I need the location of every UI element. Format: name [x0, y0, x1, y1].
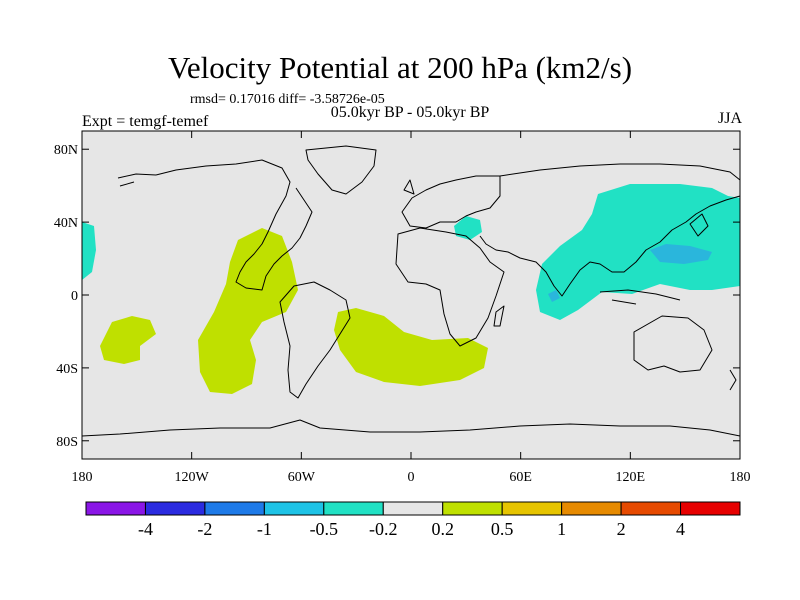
latitude-label: 40S: [56, 362, 78, 377]
longitude-label: 60E: [509, 470, 532, 485]
coast-antarctica: [81, 419, 741, 437]
longitude-label: 0: [408, 470, 415, 485]
coast-alaska: [117, 173, 157, 187]
colorbar: [85, 501, 741, 516]
coast-australia: [633, 315, 713, 373]
latitude-labels: 80N 40N 0 40S 80S: [54, 143, 78, 450]
positive-region-americas: [198, 228, 298, 394]
coast-japan: [689, 213, 709, 237]
colorbar-label: -1: [257, 519, 272, 539]
colorbar-label: 0.2: [431, 519, 454, 539]
latitude-label: 40N: [54, 216, 78, 231]
longitude-label: 60W: [288, 470, 316, 485]
map-title: Velocity Potential at 200 hPa (km2/s): [167, 50, 633, 85]
negative-region-west-edge: [82, 222, 96, 280]
colorbar-box: [144, 501, 206, 516]
colorbar-labels: -4 -2 -1 -0.5 -0.2 0.2 0.5 1 2 4: [138, 519, 685, 539]
latitude-label: 80S: [56, 435, 78, 450]
colorbar-box: [561, 501, 622, 516]
colorbar-box: [382, 501, 444, 516]
latitude-label: 80N: [54, 143, 78, 158]
experiment-label: Expt = temgf-temef: [82, 113, 209, 130]
latitude-label: 0: [71, 289, 78, 304]
colorbar-box: [620, 501, 682, 516]
positive-region-south-pacific: [100, 316, 156, 364]
longitude-label: 120E: [616, 470, 646, 485]
coastlines: [81, 145, 741, 437]
coast-greenland: [305, 145, 377, 195]
colorbar-label: -0.5: [310, 519, 339, 539]
coast-europe: [401, 175, 501, 229]
period-line: 05.0kyr BP - 05.0kyr BP: [330, 104, 490, 121]
negative-core-indian-ocean: [548, 290, 560, 302]
coast-africa: [395, 227, 505, 347]
latitude-ticks: [82, 148, 740, 442]
colorbar-box: [263, 501, 325, 516]
longitude-label: 180: [730, 470, 751, 485]
longitude-label: 180: [72, 470, 93, 485]
colorbar-label: 0.5: [491, 519, 514, 539]
stats-line: rmsd= 0.17016 diff= -3.58726e-05: [190, 92, 385, 107]
negative-regions: [82, 184, 740, 320]
colorbar-box: [85, 501, 146, 516]
negative-region-asia: [536, 184, 740, 320]
coast-new-zealand: [729, 369, 737, 391]
longitude-label: 120W: [175, 470, 210, 485]
colorbar-label: 1: [557, 519, 566, 539]
colorbar-label: 2: [617, 519, 626, 539]
longitude-ticks: [81, 131, 741, 459]
colorbar-box: [442, 501, 503, 516]
colorbar-label: -4: [138, 519, 153, 539]
coast-uk: [403, 179, 415, 195]
map-background: [82, 131, 740, 459]
colorbar-box: [680, 501, 741, 516]
colorbar-label: -0.2: [369, 519, 398, 539]
positive-regions: [100, 228, 488, 394]
colorbar-label: -2: [197, 519, 212, 539]
coast-north-america: [155, 159, 313, 291]
coast-south-america: [279, 281, 351, 399]
coast-indonesia: [599, 289, 681, 305]
positive-region-south-atlantic: [334, 308, 488, 386]
season-label: JJA: [717, 110, 742, 127]
longitude-labels: 180 120W 60W 0 60E 120E 180: [72, 470, 751, 485]
negative-region-mediterranean: [454, 216, 482, 240]
negative-core-west-pacific: [650, 244, 712, 264]
coast-asia: [479, 163, 741, 297]
coast-madagascar: [493, 305, 505, 327]
colorbar-box: [204, 501, 265, 516]
colorbar-box: [323, 501, 384, 516]
colorbar-box: [501, 501, 563, 516]
colorbar-label: 4: [676, 519, 685, 539]
